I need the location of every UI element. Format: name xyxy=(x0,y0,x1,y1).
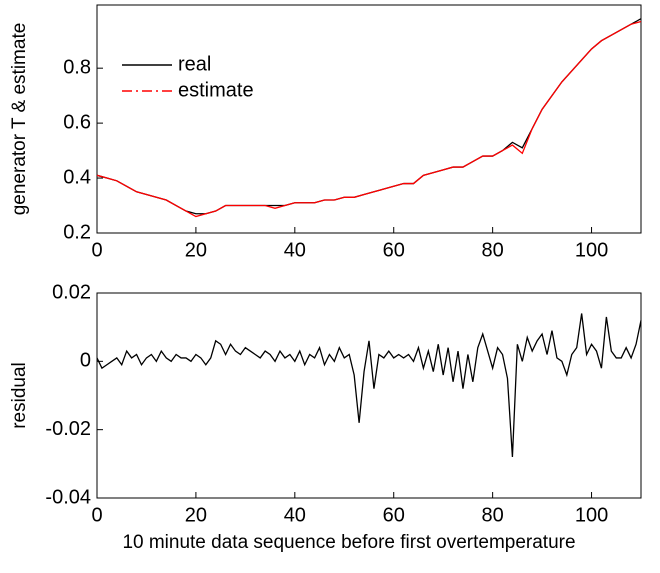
y-tick-label: 0 xyxy=(80,350,91,372)
y-axis-label: generator T & estimate xyxy=(9,23,30,216)
data-line xyxy=(96,313,642,458)
x-tick-label: 40 xyxy=(284,504,306,526)
x-tick-label: 60 xyxy=(383,504,405,526)
x-tick-label: 20 xyxy=(185,504,207,526)
y-tick-label: 0.6 xyxy=(63,111,91,133)
x-tick-label: 100 xyxy=(575,239,608,261)
axes-frame xyxy=(96,292,642,499)
x-tick-label: 80 xyxy=(482,504,504,526)
x-tick-label: 0 xyxy=(91,504,102,526)
x-tick-label: 60 xyxy=(383,239,405,261)
x-tick-label: 40 xyxy=(284,239,306,261)
axes-frame xyxy=(96,4,642,234)
y-axis-label: residual xyxy=(9,362,30,429)
y-tick-label: 0.8 xyxy=(63,56,91,78)
y-tick-label: -0.04 xyxy=(45,486,91,508)
data-line xyxy=(96,20,642,218)
y-tick-label: 0.2 xyxy=(63,221,91,243)
x-axis-label: 10 minute data sequence before first ove… xyxy=(122,532,575,553)
legend-label: real xyxy=(178,53,211,75)
x-tick-label: 80 xyxy=(482,239,504,261)
legend-label: estimate xyxy=(178,79,254,101)
x-tick-label: 100 xyxy=(575,504,608,526)
y-tick-label: 0.02 xyxy=(52,281,91,303)
x-tick-label: 20 xyxy=(185,239,207,261)
y-tick-label: 0.4 xyxy=(63,166,91,188)
y-tick-label: -0.02 xyxy=(45,418,91,440)
x-tick-label: 0 xyxy=(91,239,102,261)
